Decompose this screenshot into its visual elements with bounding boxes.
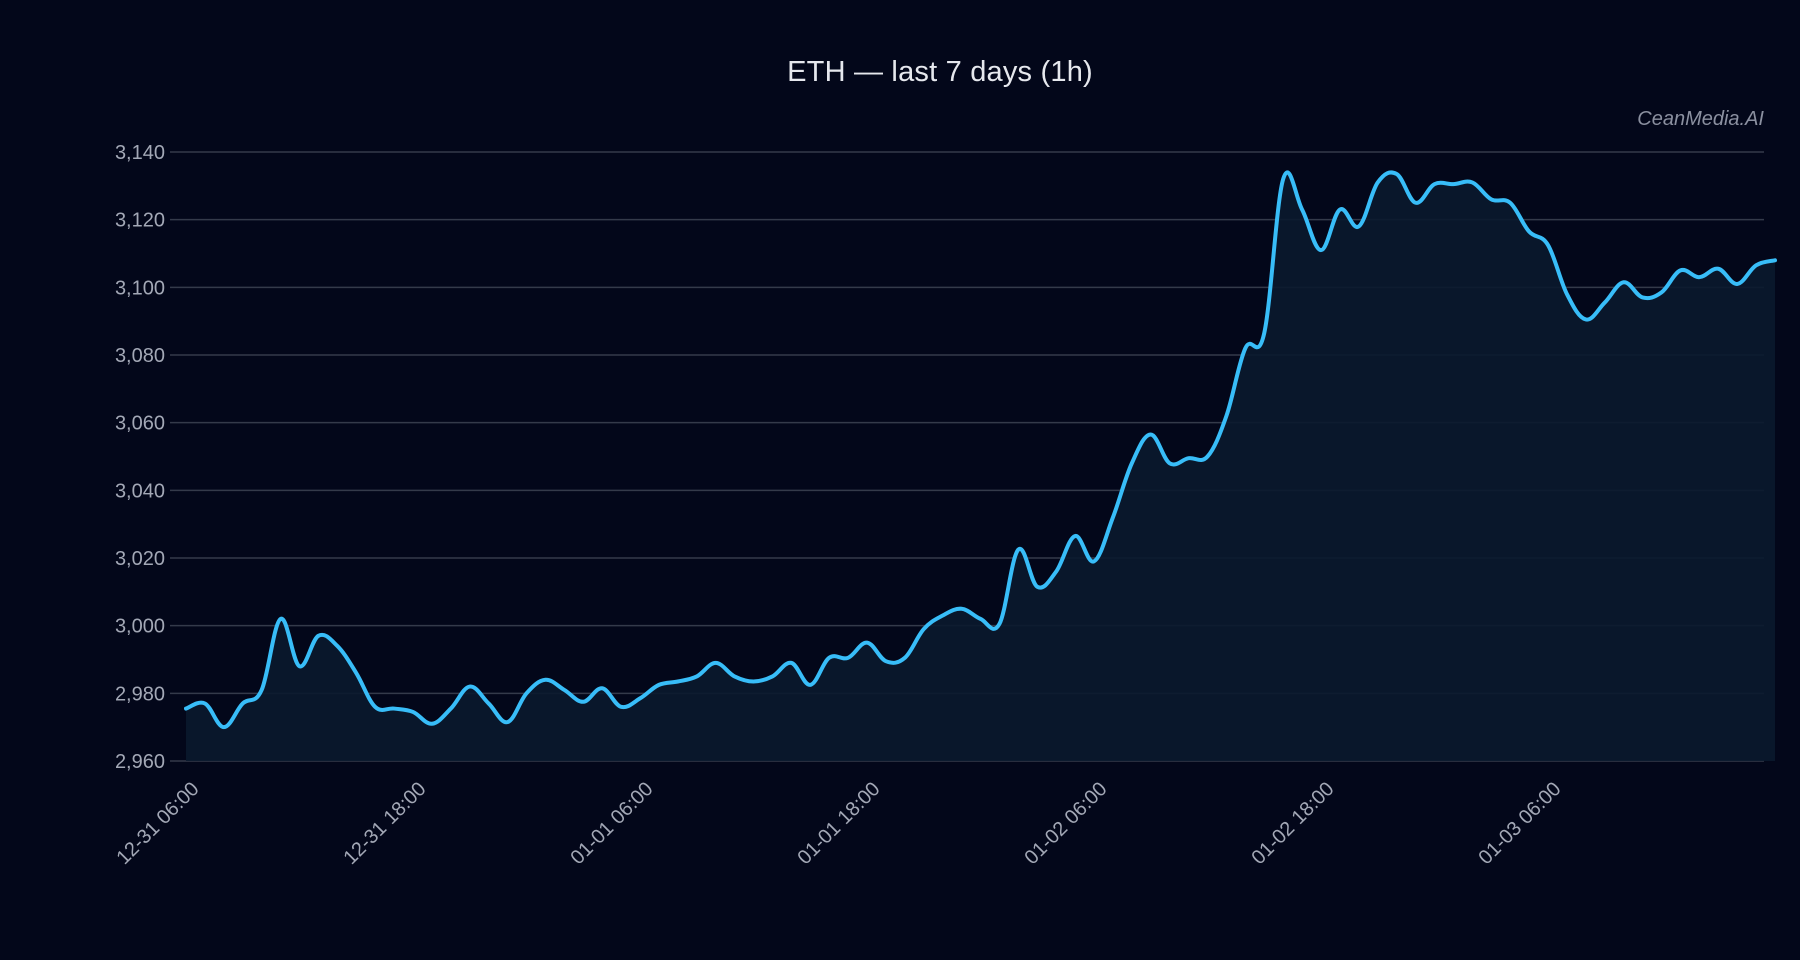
price-area-fill: [186, 172, 1775, 761]
y-tick-label: 3,040: [115, 480, 165, 502]
y-tick-label: 2,980: [115, 683, 165, 705]
y-tick-label: 3,000: [115, 616, 165, 638]
y-tick-label: 3,100: [115, 277, 165, 299]
x-tick-label: 01-02 06:00: [1020, 778, 1111, 869]
y-tick-label: 2,960: [115, 751, 165, 773]
price-line: [184, 170, 1777, 730]
y-axis: 2,960 2,980 3,000 3,020 3,040 3,060 3,080 3,100…: [115, 142, 165, 773]
y-tick-label: 3,080: [115, 345, 165, 367]
x-tick-label: 12-31 18:00: [339, 778, 430, 869]
x-axis: 12-31 06:00 12-31 18:00 01-01 06:00 01-01 1…: [112, 778, 1565, 869]
y-tick-label: 3,120: [115, 210, 165, 232]
x-tick-label: 01-02 18:00: [1247, 778, 1338, 869]
y-tick-label: 3,060: [115, 413, 165, 435]
y-tick-label: 3,140: [115, 142, 165, 164]
y-tick-label: 3,020: [115, 548, 165, 570]
x-tick-label: 01-01 06:00: [566, 778, 657, 869]
x-tick-label: 01-03 06:00: [1474, 778, 1565, 869]
x-tick-label: 12-31 06:00: [112, 778, 203, 869]
x-tick-label: 01-01 18:00: [793, 778, 884, 869]
chart-title: ETH — last 7 days (1h): [787, 56, 1093, 88]
watermark: CeanMedia.AI: [1637, 108, 1764, 130]
